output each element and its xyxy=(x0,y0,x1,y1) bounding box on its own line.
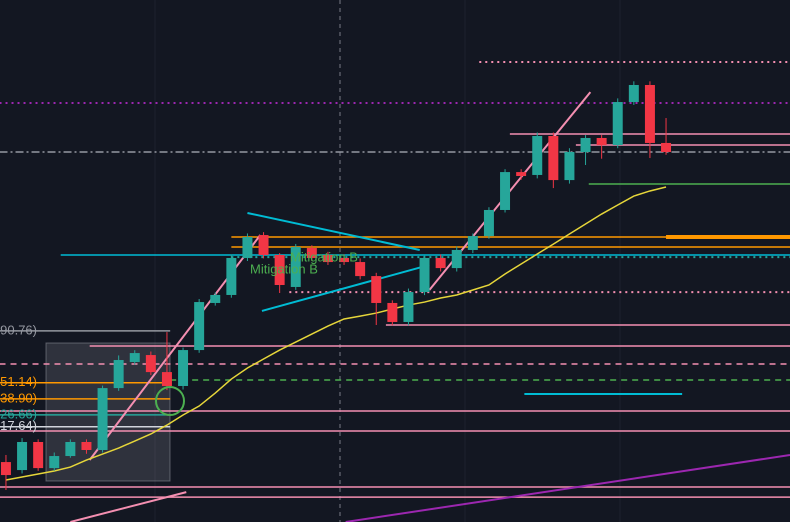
candle-body xyxy=(210,294,221,303)
price-label: 26.66) xyxy=(0,406,37,421)
moving-average xyxy=(5,186,667,481)
trend-line xyxy=(261,263,430,312)
candle-body xyxy=(387,302,398,322)
candle-body xyxy=(290,246,301,287)
candle-body xyxy=(161,372,172,386)
candle-body xyxy=(483,209,494,237)
candle-body xyxy=(467,236,478,250)
trend-line xyxy=(70,491,187,522)
candle-body xyxy=(322,254,333,263)
candle-body xyxy=(306,248,317,258)
candle-body xyxy=(532,136,543,175)
price-label: 17.64) xyxy=(0,418,37,433)
candle-body xyxy=(435,257,446,269)
candle-body xyxy=(194,302,205,351)
candle-body xyxy=(516,172,527,177)
trend-line xyxy=(247,212,420,251)
marker-circle xyxy=(155,386,185,416)
candle-body xyxy=(65,441,76,457)
candle-body xyxy=(612,102,623,146)
annotation: Mitigation B xyxy=(290,249,358,264)
plot: 90.76) 51.14)38.90)26.66)17.64) xyxy=(0,61,790,522)
price-label: 90.76) xyxy=(0,322,37,337)
grid xyxy=(154,0,621,522)
candle-body xyxy=(451,249,462,269)
candle-body xyxy=(17,441,28,471)
candle-body xyxy=(548,136,559,181)
candle-body xyxy=(274,254,285,286)
candle-body xyxy=(580,137,591,153)
candle-body xyxy=(97,388,108,450)
candle-body xyxy=(113,360,124,389)
annotation: Mitigation B xyxy=(250,261,318,276)
trend-line xyxy=(345,453,790,522)
price-label: 38.90) xyxy=(0,390,37,405)
price-label: 51.14) xyxy=(0,374,37,389)
candle-body xyxy=(419,257,430,293)
candle-body xyxy=(628,84,639,103)
candle-body xyxy=(242,236,253,258)
candle-body xyxy=(129,353,140,362)
candle-body xyxy=(355,262,366,277)
candle-body xyxy=(644,84,655,143)
candle-body xyxy=(178,350,189,386)
candle-body xyxy=(339,257,350,263)
candle-body xyxy=(596,137,607,146)
candle-body xyxy=(0,462,11,476)
candle-body xyxy=(226,257,237,295)
candle-body xyxy=(500,172,511,210)
candle-body xyxy=(258,235,269,255)
candle-body xyxy=(81,441,92,450)
candle-body xyxy=(403,292,414,322)
candle-body xyxy=(49,456,60,469)
candle-body xyxy=(661,142,672,153)
candle-body xyxy=(33,441,44,469)
candle-body xyxy=(371,276,382,303)
candle-body xyxy=(564,152,575,181)
candle-body xyxy=(145,355,156,373)
